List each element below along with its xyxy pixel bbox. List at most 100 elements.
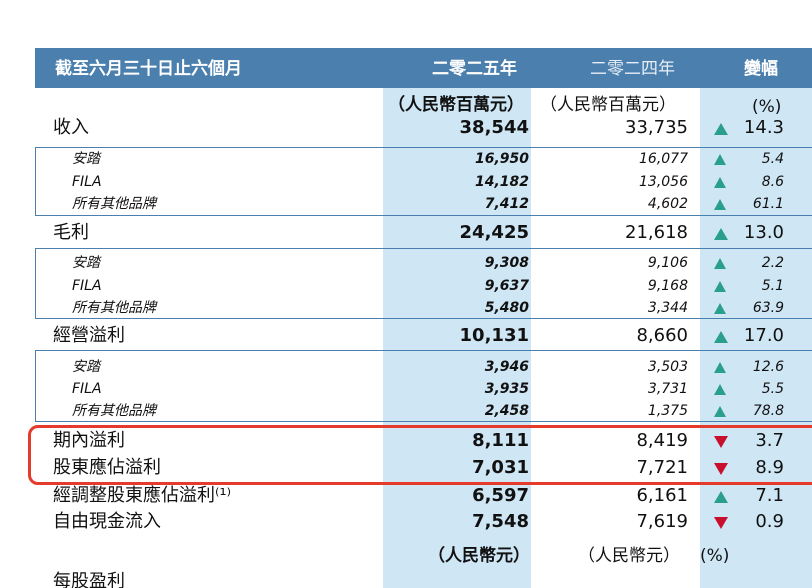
up-arrow-icon [714, 384, 726, 395]
row-label: 自由現金流入 [53, 511, 161, 532]
row-label: 安踏 [72, 151, 100, 167]
up-arrow-icon [714, 199, 726, 210]
table-row: 所有其他品牌 2,458 1,375 78.8 [0, 402, 812, 422]
table-row: 經營溢利 10,131 8,660 17.0 [0, 324, 812, 350]
table-row: 自由現金流入 7,548 7,619 0.9 [0, 510, 812, 536]
value-2024: 7,619 [636, 511, 688, 532]
table-row: 股東應佔溢利 7,031 7,721 8.9 [0, 456, 812, 482]
change-pct: 3.7 [755, 430, 784, 451]
value-2024: 3,503 [647, 359, 688, 375]
unit-pct-bottom: (%) [700, 546, 730, 566]
unit-pct-top: (%) [752, 97, 782, 117]
value-2025: 7,548 [472, 511, 529, 532]
value-2025: 14,182 [474, 174, 529, 190]
change-pct: 0.9 [755, 511, 784, 532]
value-2025: 9,637 [484, 278, 529, 294]
unit-2025-bottom: （人民幣元） [428, 546, 530, 566]
table-row: 安踏 16,950 16,077 5.4 [0, 150, 812, 170]
value-2025: 7,412 [484, 196, 529, 212]
row-label: 安踏 [72, 255, 100, 271]
row-label: 所有其他品牌 [72, 196, 156, 212]
change-pct: 17.0 [743, 325, 784, 346]
value-2024: 3,344 [647, 300, 688, 316]
value-2025: 6,597 [472, 485, 529, 506]
value-2025: 10,131 [459, 325, 529, 346]
change-pct: 61.1 [752, 196, 784, 212]
value-2025: 16,950 [474, 151, 529, 167]
value-2024: 3,731 [647, 381, 688, 397]
table-row: 安踏 9,308 9,106 2.2 [0, 254, 812, 274]
row-label: 所有其他品牌 [72, 403, 156, 419]
value-2024: 21,618 [625, 222, 688, 243]
table-row: 安踏 3,946 3,503 12.6 [0, 358, 812, 378]
change-pct: 63.9 [752, 300, 784, 316]
value-2025: 38,544 [459, 117, 529, 138]
row-label: 安踏 [72, 359, 100, 375]
change-pct: 14.3 [743, 117, 784, 138]
value-2024: 1,375 [647, 403, 688, 419]
change-pct: 5.5 [761, 381, 784, 397]
header-col-2024: 二零二四年 [590, 59, 675, 79]
table-row: FILA 14,182 13,056 8.6 [0, 173, 812, 193]
change-pct: 5.1 [761, 278, 784, 294]
down-arrow-icon [714, 463, 728, 475]
value-2024: 8,419 [636, 430, 688, 451]
up-arrow-icon [714, 258, 726, 269]
row-label: 股東應佔溢利 [53, 457, 161, 478]
unit-2024-bottom: （人民幣元） [578, 546, 680, 566]
row-label: FILA [72, 381, 102, 397]
table-header [35, 48, 812, 88]
row-label: 經調整股東應佔溢利⁽¹⁾ [53, 485, 232, 506]
value-2025: 2,458 [484, 403, 529, 419]
change-pct: 8.9 [755, 457, 784, 478]
table-row: 毛利 24,425 21,618 13.0 [0, 221, 812, 247]
value-2024: 7,721 [636, 457, 688, 478]
change-pct: 7.1 [755, 485, 784, 506]
table-row: 所有其他品牌 5,480 3,344 63.9 [0, 299, 812, 319]
operating-profit-brand-box [35, 350, 812, 422]
value-2025: 3,935 [484, 381, 529, 397]
change-pct: 13.0 [743, 222, 784, 243]
table-row: 期內溢利 8,111 8,419 3.7 [0, 429, 812, 455]
value-2025: 24,425 [459, 222, 529, 243]
value-2025: 8,111 [472, 430, 529, 451]
row-label: FILA [72, 174, 102, 190]
value-2024: 9,168 [647, 278, 688, 294]
up-arrow-icon [714, 491, 728, 503]
value-2024: 9,106 [647, 255, 688, 271]
highlight-box [28, 425, 812, 485]
row-label: FILA [72, 278, 102, 294]
value-2024: 6,161 [636, 485, 688, 506]
value-2024: 33,735 [625, 117, 688, 138]
up-arrow-icon [714, 406, 726, 417]
up-arrow-icon [714, 228, 728, 240]
change-pct: 2.2 [761, 255, 784, 271]
value-2025: 3,946 [484, 359, 529, 375]
header-col-2025: 二零二五年 [432, 59, 517, 79]
value-2024: 8,660 [636, 325, 688, 346]
up-arrow-icon [714, 123, 728, 135]
up-arrow-icon [714, 362, 726, 373]
change-pct: 5.4 [761, 151, 784, 167]
up-arrow-icon [714, 331, 728, 343]
gross-profit-brand-box [35, 248, 812, 319]
row-label: 經營溢利 [53, 325, 125, 346]
table-row: FILA 3,935 3,731 5.5 [0, 380, 812, 400]
value-2025: 5,480 [484, 300, 529, 316]
unit-2024-top: （人民幣百萬元） [540, 95, 676, 115]
value-2024: 4,602 [647, 196, 688, 212]
row-label: 收入 [53, 117, 89, 138]
table-row: 經調整股東應佔溢利⁽¹⁾ 6,597 6,161 7.1 [0, 484, 812, 510]
revenue-brand-box [35, 147, 812, 216]
change-pct: 8.6 [761, 174, 784, 190]
unit-2025-top: （人民幣百萬元） [388, 95, 524, 115]
down-arrow-icon [714, 517, 728, 529]
value-2025: 9,308 [484, 255, 529, 271]
column-2025-shading [383, 88, 531, 588]
row-label: 毛利 [53, 222, 89, 243]
up-arrow-icon [714, 154, 726, 165]
value-2024: 16,077 [639, 151, 688, 167]
up-arrow-icon [714, 303, 726, 314]
header-period-title: 截至六月三十日止六個月 [55, 59, 242, 79]
